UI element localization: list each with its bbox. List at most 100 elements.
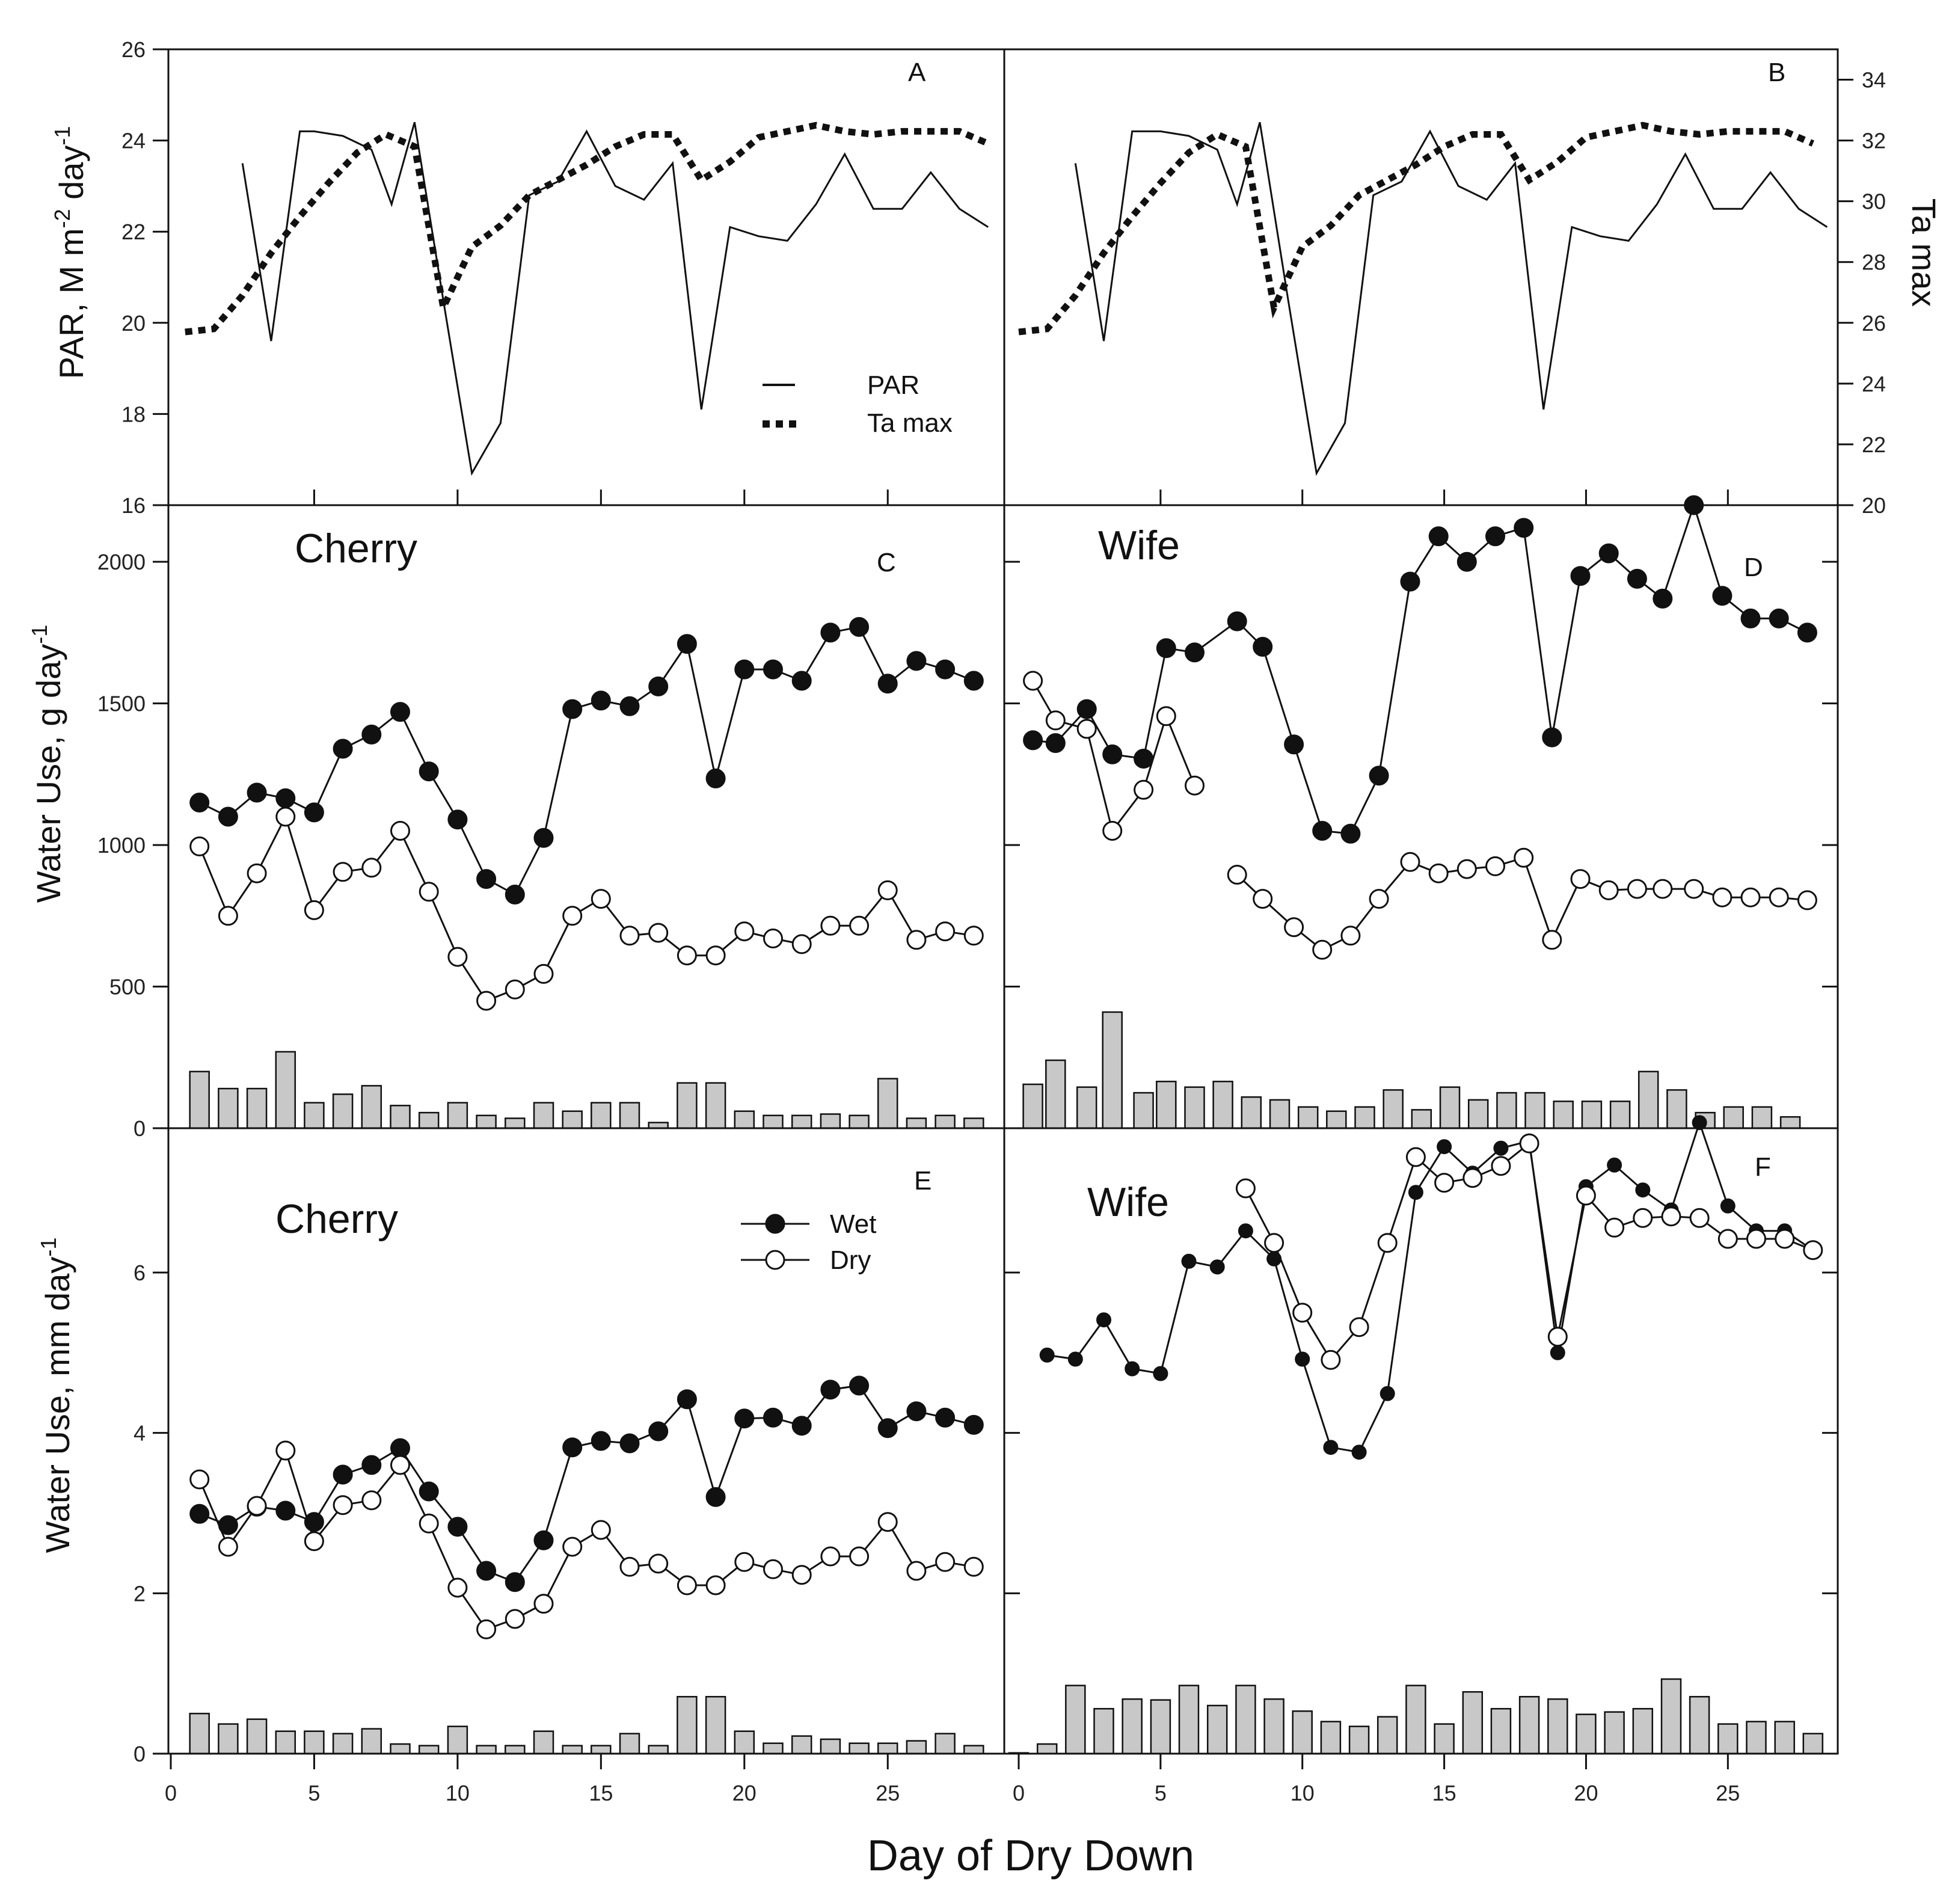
panel-f-dry-point [1775,1229,1795,1249]
panel-d-wet-point [1102,744,1123,764]
panel-c-bars-bar [189,1070,210,1129]
panel-f-bars-bar [1122,1698,1143,1755]
panel-title-c: Cherry [295,526,417,571]
yaxis-title-par: PAR, M m-2 day-1 [50,126,90,379]
panel-d-bars-bar [1467,1099,1489,1129]
panel-e-dry-point [189,1469,210,1490]
panel-d-dry-cont-point [1570,869,1591,889]
panel-f-wet-point [1181,1253,1197,1269]
panel-b-ytick-label: 24 [1862,372,1886,396]
panel-c-bars-bar [361,1085,382,1129]
panel-d-wet-point [1627,568,1647,589]
panel-e-bars-bar [763,1742,784,1755]
panel-d-dry-cont-point [1542,930,1562,950]
panel-f-bars-bar [1774,1721,1795,1755]
panel-f-dry-point [1321,1350,1341,1370]
yaxis-title-par-mid: day [52,146,90,209]
panel-b-ytick-label: 22 [1862,432,1886,457]
panel-c-wet-point [877,674,898,694]
panel-e-bars-bar [935,1733,956,1755]
panel-c-wet-point [820,622,841,643]
panel-f-dry-point [1434,1173,1455,1193]
panel-e-bars-bar [332,1733,354,1755]
panel-f-xtick-label: 25 [1716,1781,1740,1805]
panel-d-wet-point [1542,727,1562,748]
panel-title-e: Cherry [275,1196,398,1242]
panel-e-bars-bar [791,1735,812,1755]
panel-d-wet-point [1712,586,1733,606]
panel-e-dry-point [390,1455,410,1475]
panel-f-bars-bar [1632,1708,1654,1755]
panel-e-wet-point [906,1401,927,1422]
panel-e-dry-point [734,1552,755,1572]
panel-d-bars-bar [1076,1086,1097,1129]
panel-a-ytick-label: 18 [121,402,146,426]
panel-d-wet-point [1456,551,1477,572]
tick-layer: 1618202224262022242628303234050010001500… [97,37,1886,1805]
panel-c-dry-point [935,921,956,942]
panel-c-dry-point [677,945,697,966]
panel-e-xtick-label: 15 [589,1781,613,1805]
panel-c-bars-bar [734,1110,755,1129]
panel-f-wet-point [1153,1366,1168,1381]
panel-e-bars-bar [189,1713,210,1755]
panel-c-dry-point [763,929,783,948]
panel-e-bars-bar [533,1730,554,1755]
panel-d-wet-point [1740,608,1761,628]
panel-f-dry-point [1633,1208,1653,1228]
panel-d-bars-bar [1581,1101,1603,1129]
panel-e-dry-point [963,1556,984,1577]
panel-e-wet-point [591,1431,611,1451]
panel-d-bars-bar [1241,1096,1262,1129]
panel-d-bars-bar [1022,1083,1043,1129]
panel-c-wet-point [935,659,956,680]
panel-c-wet-point [619,696,640,716]
panel-d-dry-cont-point [1340,926,1361,946]
panel-e-wet-point [218,1515,238,1535]
panel-d-wet-point [1340,823,1361,844]
panel-d-bars-bar [1609,1101,1631,1129]
panel-f-bars-bar [1434,1723,1455,1755]
panel-letter-b: B [1768,58,1785,87]
panel-e-dry-point [247,1496,267,1516]
panel-c-bars-bar [218,1087,239,1129]
panel-d-dry-cont-point [1369,889,1389,909]
panel-c-bars-bar [562,1110,583,1129]
legend-e: Wet Dry [741,1209,876,1275]
panel-e-ytick-label: 2 [134,1581,146,1606]
panel-a-ta-max-line [185,121,990,336]
panel-d-wet-point [1570,566,1591,586]
panel-c-dry-point [562,906,583,926]
panel-c-bars-bar [619,1102,640,1129]
panel-e-bars-bar [304,1730,325,1755]
panel-c-dry-point [705,945,726,966]
panel-d-wet-point [1797,622,1817,643]
panel-e-wet-line [199,1384,974,1583]
panel-c-wet-point [648,676,669,696]
panel-d-bars-bar [1383,1089,1404,1129]
panel-d-bars-bar [1751,1106,1773,1129]
legend-a: PAR Ta max [763,370,953,438]
panel-d-bars-bar [1553,1101,1574,1129]
panel-e-bars-bar [246,1718,268,1755]
yaxis-title-par-sup2: -1 [50,126,75,146]
panel-d-bars-bar [1723,1106,1744,1129]
panel-c-bars-bar [591,1102,612,1129]
panel-c-dry-point [275,806,296,827]
legend-a-ta-label: Ta max [867,408,953,438]
panel-f-bars-bar [1178,1684,1200,1755]
panel-c-bars-bar [906,1117,927,1129]
panel-d-bars-bar [1411,1109,1432,1129]
panel-f-xtick-label: 0 [1013,1781,1025,1805]
panel-c-ytick-label: 2000 [97,550,146,574]
panel-d-dry-point [1185,775,1205,796]
panel-c-bars-bar [304,1102,325,1129]
panel-e-bars-bar [447,1725,468,1755]
panel-c-bars-bar [763,1114,784,1129]
panel-e-dry-point [476,1619,497,1639]
panel-d-bars-bar [1045,1059,1066,1129]
panel-d-wet-point [1598,543,1619,564]
panel-e-dry-point [705,1575,726,1595]
panel-d-bars-bar [1354,1106,1375,1129]
